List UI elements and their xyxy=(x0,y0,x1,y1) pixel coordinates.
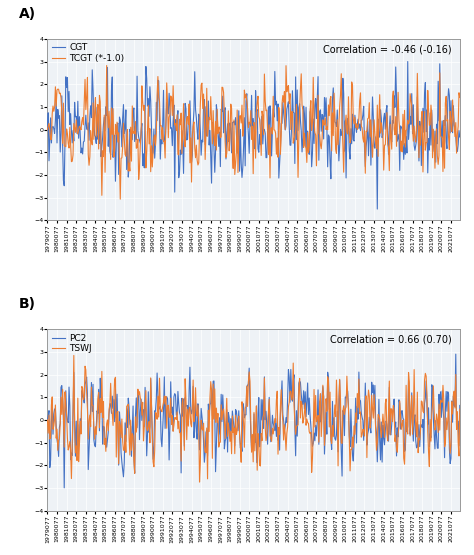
PC2 xyxy=(453,351,459,357)
TSWJ xyxy=(45,417,50,423)
CGT xyxy=(185,135,191,142)
TSWJ xyxy=(341,402,346,409)
TCGT (*-1.0) xyxy=(186,100,192,107)
PC2 xyxy=(58,384,64,391)
PC2 xyxy=(185,421,191,428)
TSWJ xyxy=(197,479,202,486)
CGT xyxy=(405,58,410,65)
CGT xyxy=(271,114,277,120)
PC2 xyxy=(272,427,278,434)
TSWJ xyxy=(457,406,463,412)
TCGT (*-1.0) xyxy=(457,94,463,101)
PC2 xyxy=(61,485,67,491)
CGT xyxy=(339,128,345,134)
TCGT (*-1.0) xyxy=(242,87,247,93)
CGT xyxy=(58,130,64,137)
CGT xyxy=(374,206,380,213)
TSWJ xyxy=(242,444,247,451)
Line: PC2: PC2 xyxy=(47,354,460,488)
Text: Correlation = 0.66 (0.70): Correlation = 0.66 (0.70) xyxy=(330,335,452,345)
TCGT (*-1.0) xyxy=(341,169,346,175)
Line: CGT: CGT xyxy=(47,62,460,209)
TSWJ xyxy=(273,419,278,426)
PC2 xyxy=(340,407,346,414)
TCGT (*-1.0) xyxy=(104,62,109,69)
CGT xyxy=(92,133,98,140)
TCGT (*-1.0) xyxy=(273,130,278,137)
Line: TCGT (*-1.0): TCGT (*-1.0) xyxy=(47,65,460,199)
Text: A): A) xyxy=(18,7,36,21)
TSWJ xyxy=(93,431,99,438)
Legend: PC2, TSWJ: PC2, TSWJ xyxy=(50,332,93,355)
TCGT (*-1.0) xyxy=(58,95,64,102)
CGT xyxy=(240,164,246,171)
Text: B): B) xyxy=(18,297,36,311)
PC2 xyxy=(241,403,246,410)
TCGT (*-1.0) xyxy=(118,196,123,203)
TCGT (*-1.0) xyxy=(45,126,50,133)
Line: TSWJ: TSWJ xyxy=(47,355,460,482)
CGT xyxy=(45,126,50,133)
PC2 xyxy=(45,417,50,423)
TSWJ xyxy=(185,423,191,430)
TCGT (*-1.0) xyxy=(92,94,98,101)
PC2 xyxy=(93,423,99,430)
CGT xyxy=(457,134,463,140)
Legend: CGT, TCGT (*-1.0): CGT, TCGT (*-1.0) xyxy=(50,42,126,64)
PC2 xyxy=(457,402,463,408)
TSWJ xyxy=(71,352,77,359)
Text: Correlation = -0.46 (-0.16): Correlation = -0.46 (-0.16) xyxy=(323,44,452,54)
TSWJ xyxy=(58,394,64,401)
